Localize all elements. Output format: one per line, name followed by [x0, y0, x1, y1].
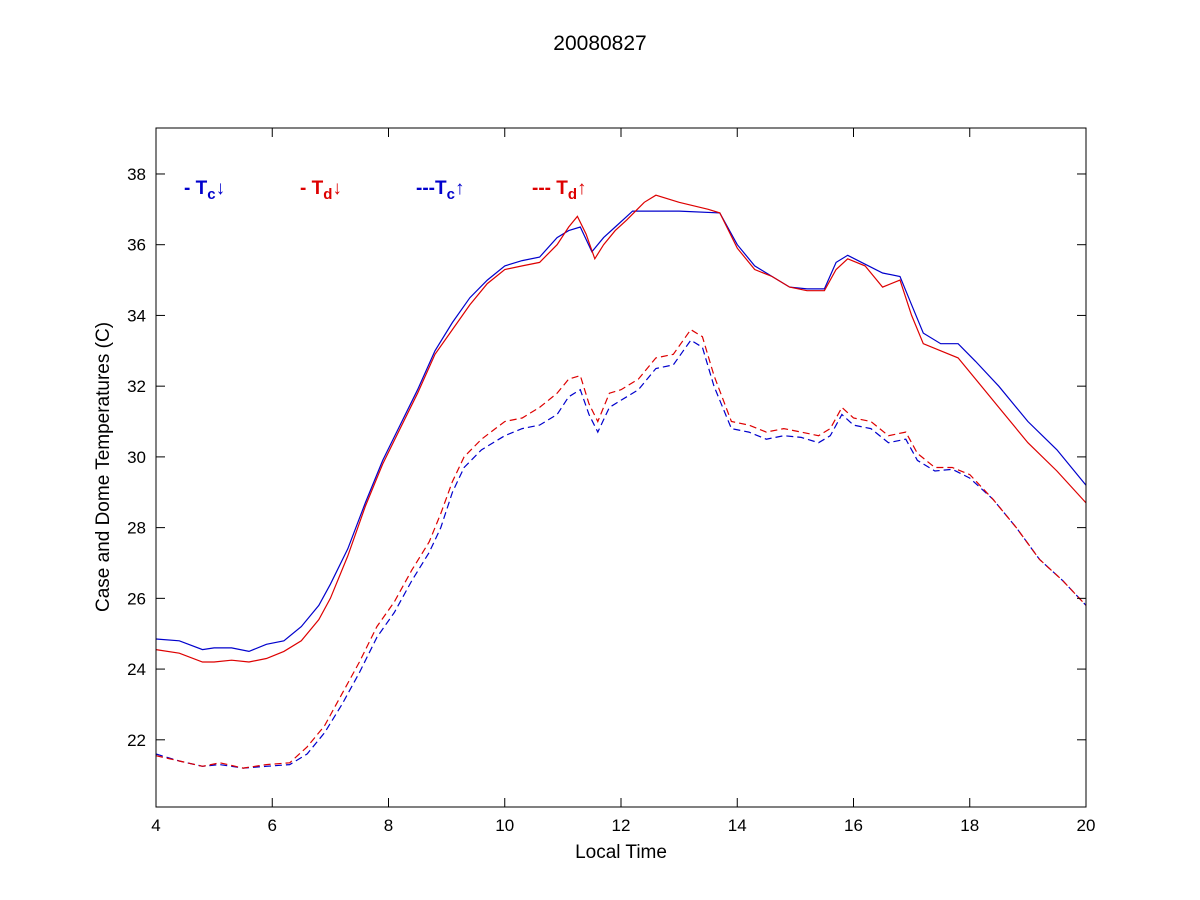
y-axis-label: Case and Dome Temperatures (C) [93, 321, 114, 613]
y-tick-label: 36 [127, 236, 146, 255]
plot-frame [155, 127, 1087, 808]
x-tick-label: 8 [384, 816, 393, 835]
x-tick-label: 18 [960, 816, 979, 835]
y-tick-label: 24 [127, 660, 146, 679]
y-tick-label: 38 [127, 165, 146, 184]
legend-subscript: c [207, 186, 216, 203]
legend-arrow-icon: ↓ [332, 178, 342, 199]
x-tick-label: 6 [268, 816, 277, 835]
y-tick-label: 34 [127, 306, 146, 325]
y-tick-label: 32 [127, 377, 146, 396]
series-line-3 [155, 328, 1087, 769]
legend-subscript: d [567, 186, 578, 203]
y-tick-label: 30 [127, 448, 146, 467]
legend-subscript: c [446, 186, 455, 203]
series-layer [155, 194, 1087, 769]
series-line-2 [155, 339, 1087, 769]
legend-entry-1: - Td↓ [300, 178, 342, 203]
x-tick-label: 4 [151, 816, 160, 835]
chart-title: 20080827 [553, 32, 647, 55]
y-tick-label: 26 [127, 589, 146, 608]
legend-prefix: --- T [532, 178, 568, 199]
series-line-1 [155, 194, 1087, 663]
x-axis-label: Local Time [575, 842, 667, 863]
x-tick-label: 16 [844, 816, 863, 835]
series-line-0 [155, 210, 1087, 653]
y-tick-label: 28 [127, 519, 146, 538]
legend-arrow-icon: ↑ [454, 178, 465, 199]
legend-prefix: - T [184, 178, 208, 199]
legend-prefix: - T [300, 178, 324, 199]
legend-entry-2: ---Tc↑ [416, 178, 464, 203]
legend-subscript: d [323, 186, 333, 203]
axes-layer: 4 6 8 10 12 14 16 18 20 22 24 26 28 30 32 34 36 38 [127, 127, 1096, 835]
x-tick-label: 12 [612, 816, 631, 835]
legend-prefix: ---T [416, 178, 447, 199]
x-tick-label: 20 [1077, 816, 1096, 835]
legend-arrow-icon: ↑ [577, 178, 587, 199]
y-tick-label: 22 [127, 731, 146, 750]
legend-entry-0: - Tc↓ [184, 178, 225, 203]
legend-entry-3: --- Td↑ [532, 178, 587, 203]
legend-arrow-icon: ↓ [215, 178, 226, 199]
x-tick-label: 14 [728, 816, 747, 835]
x-tick-label: 10 [495, 816, 514, 835]
